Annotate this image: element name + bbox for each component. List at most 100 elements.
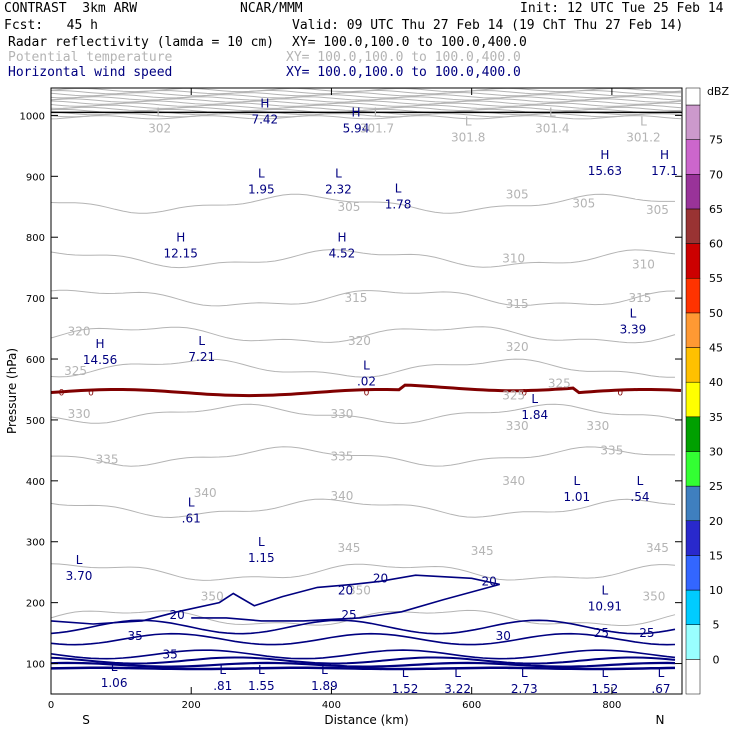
- wind-label: 25: [341, 608, 356, 622]
- wind-extremum-value: 1.52: [392, 682, 419, 696]
- freezing-level-label: 0: [617, 389, 623, 399]
- wind-contour-line: [50, 632, 676, 646]
- wind-extremum-letter: L: [602, 666, 609, 680]
- theta-extremum-letter: L: [374, 106, 381, 120]
- wind-extremum-value: 14.56: [83, 353, 117, 367]
- wind-extremum-value: 1.95: [248, 182, 275, 196]
- colorbar-unit: dBZ: [707, 85, 730, 98]
- colorbar-swatch: [685, 416, 701, 452]
- theta-label: 310: [502, 252, 525, 266]
- wind-extremum-letter: L: [521, 666, 528, 680]
- wind-extremum-value: .54: [630, 490, 649, 504]
- wind-extremum-letter: L: [335, 166, 342, 180]
- x-tick-label: 600: [462, 700, 481, 711]
- wind-extremum-value: 1.01: [563, 490, 590, 504]
- colorbar-swatch: [685, 485, 701, 522]
- colorbar-label: 50: [709, 307, 723, 320]
- wind-extremum-value: 10.91: [588, 600, 622, 614]
- wind-extremum-value: 15.63: [588, 164, 622, 178]
- model-name: CONTRAST 3km ARW: [4, 1, 138, 16]
- wind-extremum-letter: H: [351, 106, 360, 120]
- wind-contour-line: [50, 661, 676, 668]
- theta-strato-line: [50, 100, 682, 105]
- wind-extremum-letter: L: [76, 553, 83, 567]
- y-tick-label: 100: [26, 660, 45, 671]
- freezing-level-label: 0: [364, 389, 370, 399]
- valid-time: Valid: 09 UTC Thu 27 Feb 14 (19 ChT Thu …: [292, 18, 684, 33]
- theta-label: 305: [506, 188, 529, 202]
- theta-label: 345: [338, 541, 361, 555]
- wind-label: 20: [170, 608, 185, 622]
- wind-extremum-letter: L: [630, 307, 637, 321]
- theta-label: 345: [646, 541, 669, 555]
- wind-extremum-value: 2.32: [325, 182, 352, 196]
- colorbar-swatch: [685, 555, 701, 591]
- x-tick-label: 0: [48, 700, 54, 711]
- colorbar-swatch: [685, 451, 701, 487]
- colorbar-label: 35: [709, 411, 723, 424]
- field-name-wind: Horizontal wind speed: [8, 65, 173, 80]
- wind-extremum-value: 1.06: [101, 676, 128, 690]
- wind-extremum-letter: H: [660, 148, 669, 162]
- wind-contour-line: [50, 656, 676, 665]
- freezing-level-label: 0: [521, 389, 527, 399]
- wind-extremum-value: .61: [182, 511, 201, 525]
- colorbar-swatch: [685, 104, 701, 140]
- field-xy-theta: XY= 100.0,100.0 to 100.0,400.0: [286, 50, 521, 65]
- colorbar-swatch: [685, 208, 701, 244]
- wind-extremum-letter: L: [658, 666, 665, 680]
- theta-contour-320: [50, 326, 676, 344]
- colorbar-swatch: [685, 139, 701, 175]
- wind-label: 35: [163, 647, 178, 661]
- x-end-right: N: [656, 713, 665, 727]
- theta-label: 340: [194, 486, 217, 500]
- wind-extremum-letter: L: [198, 334, 205, 348]
- theta-label: 350: [643, 590, 666, 604]
- theta-contour-350: [50, 609, 676, 626]
- colorbar-swatch: [685, 520, 701, 556]
- wind-extremum-value: .67: [651, 682, 670, 696]
- theta-strato-line: [50, 94, 682, 99]
- theta-label: 325: [548, 376, 571, 390]
- colorbar-label: 60: [709, 238, 723, 251]
- theta-label: 335: [96, 453, 119, 467]
- wind-extremum-letter: L: [188, 495, 195, 509]
- wind-label: 35: [127, 629, 142, 643]
- freezing-level-label: 0: [59, 389, 65, 399]
- y-tick-label: 600: [26, 355, 45, 366]
- wind-label: 30: [496, 629, 511, 643]
- y-tick-label: 900: [26, 172, 45, 183]
- y-tick-label: 300: [26, 538, 45, 549]
- x-tick-label: 800: [602, 700, 621, 711]
- colorbar-swatch: [685, 624, 701, 660]
- theta-label: 340: [502, 474, 525, 488]
- wind-contour-line: [50, 649, 676, 660]
- colorbar-top: [685, 87, 701, 106]
- theta-label: 320: [348, 334, 371, 348]
- theta-label: 350: [348, 583, 371, 597]
- field-name-theta: Potential temperature: [8, 50, 173, 65]
- theta-extremum-value: 301.7: [360, 122, 394, 136]
- y-tick-label: 800: [26, 233, 45, 244]
- wind-extremum-letter: L: [111, 660, 118, 674]
- wind-extremum-value: 3.70: [66, 569, 93, 583]
- wind-extremum-value: 1.15: [248, 551, 275, 565]
- theta-label: 315: [506, 297, 529, 311]
- theta-label: 350: [201, 590, 224, 604]
- colorbar-swatch: [685, 381, 701, 418]
- colorbar-swatch: [685, 312, 701, 348]
- theta-extremum-value: 301.2: [626, 131, 660, 145]
- x-tick-label: 200: [182, 700, 201, 711]
- wind-extremum-value: 17.1: [651, 164, 678, 178]
- wind-extremum-value: 3.39: [620, 323, 647, 337]
- theta-label: 305: [646, 203, 669, 217]
- theta-strato-line: [50, 115, 682, 120]
- theta-strato-line: [50, 92, 682, 97]
- wind-extremum-letter: L: [573, 474, 580, 488]
- theta-strato-line: [50, 89, 682, 95]
- wind-extremum-letter: H: [96, 337, 105, 351]
- theta-label: 320: [506, 340, 529, 354]
- wind-extremum-letter: L: [454, 666, 461, 680]
- wind-extremum-letter: H: [260, 96, 269, 110]
- colorbar-label: 55: [709, 272, 723, 285]
